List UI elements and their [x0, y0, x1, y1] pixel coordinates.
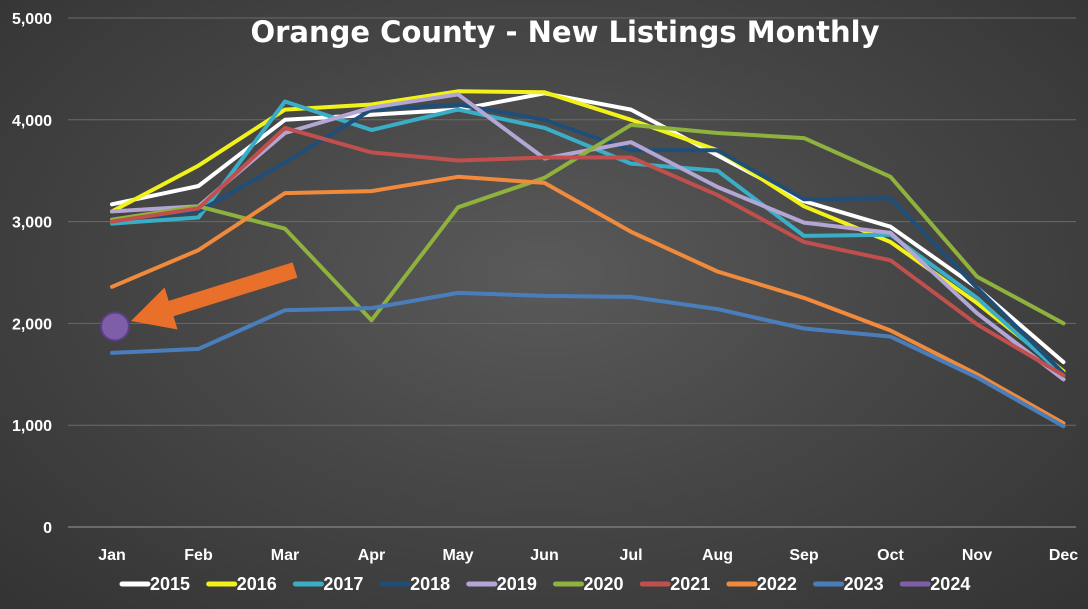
x-axis-ticks: Jan Feb Mar Apr May Jun Jul Aug Sep Oct Nov Dec [98, 547, 1078, 564]
series-line-2017 [110, 99, 1066, 378]
y-tick-label: 3,000 [12, 215, 52, 232]
annotation-arrow-shape [131, 262, 298, 330]
legend-label-2017: 2017 [323, 574, 363, 594]
x-tick-label: Aug [702, 547, 733, 564]
y-tick-label: 5,000 [12, 11, 52, 28]
legend-label-2022: 2022 [757, 574, 797, 594]
y-axis-ticks: 0 1,000 2,000 3,000 4,000 5,000 [12, 11, 52, 537]
y-tick-label: 0 [43, 520, 52, 537]
legend: 2015 2016 2017 2018 2019 2020 2021 2022 2023 2024 [119, 574, 970, 594]
y-tick-label: 2,000 [12, 316, 52, 333]
x-tick-label: Jun [530, 547, 558, 564]
chart-title: Orange County - New Listings Monthly [250, 15, 879, 49]
y-tick-label: 4,000 [12, 113, 52, 130]
x-tick-label: Jan [98, 547, 126, 564]
x-tick-label: Oct [877, 547, 904, 564]
series-lines [100, 89, 1066, 429]
legend-label-2016: 2016 [237, 574, 277, 594]
series-line-2023 [110, 290, 1066, 429]
x-tick-label: Nov [962, 547, 992, 564]
legend-label-2019: 2019 [497, 574, 537, 594]
legend-label-2021: 2021 [670, 574, 710, 594]
series-line-2018 [110, 102, 1066, 376]
legend-label-2020: 2020 [584, 574, 624, 594]
series-line-2022 [110, 174, 1066, 426]
x-tick-label: Dec [1049, 547, 1078, 564]
gridlines [68, 17, 1076, 528]
x-tick-label: May [442, 547, 473, 564]
x-tick-label: Apr [358, 547, 386, 564]
legend-label-2015: 2015 [150, 574, 190, 594]
x-tick-label: Feb [184, 547, 213, 564]
x-tick-label: Jul [619, 547, 642, 564]
legend-label-2018: 2018 [410, 574, 450, 594]
series-line-2015 [110, 91, 1066, 365]
series-point-2024 [100, 311, 130, 342]
x-tick-label: Mar [271, 547, 299, 564]
series-line-2020 [110, 122, 1066, 326]
y-tick-label: 1,000 [12, 418, 52, 435]
series-line-2021 [110, 125, 1066, 378]
legend-label-2024: 2024 [930, 574, 970, 594]
legend-label-2023: 2023 [844, 574, 884, 594]
annotation-arrow [131, 262, 298, 330]
x-tick-label: Sep [789, 547, 819, 564]
